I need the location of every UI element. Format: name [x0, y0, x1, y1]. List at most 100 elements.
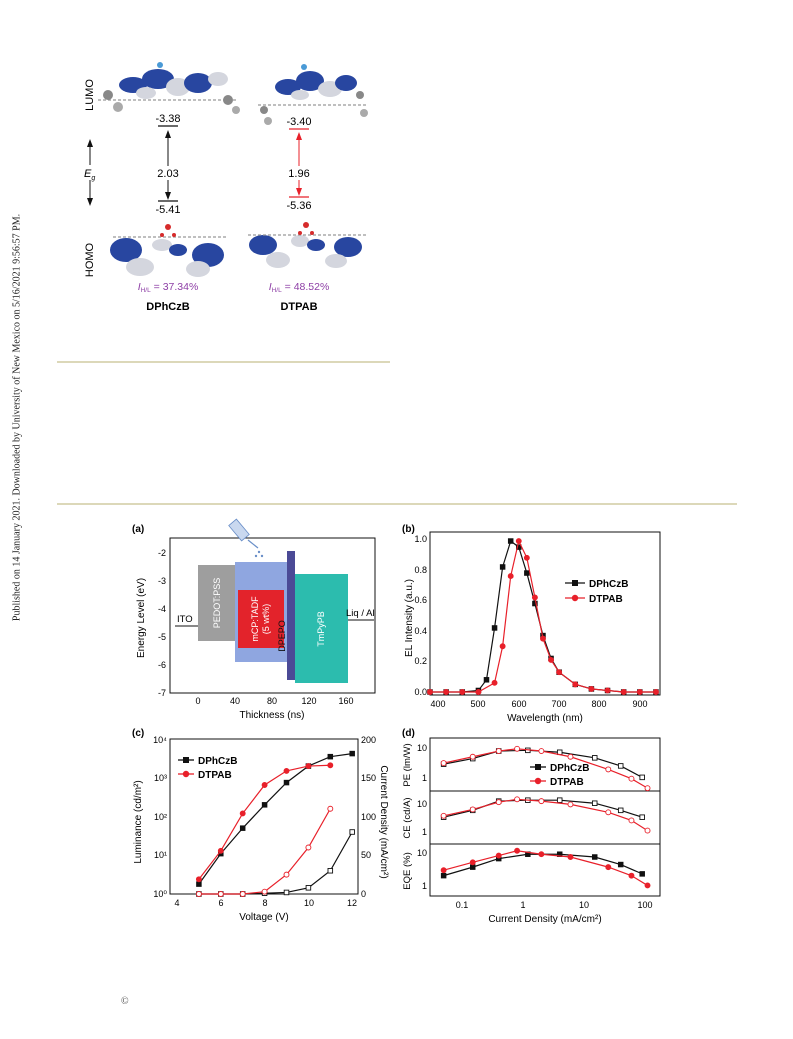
ytick: 1.0	[414, 534, 427, 544]
dtpab-el-point	[475, 689, 482, 695]
dtpab-lumo-value: -3.40	[286, 116, 311, 128]
dphczb-el-point	[491, 625, 498, 631]
dtpab-el-point	[459, 689, 466, 695]
panel-b-legend: DPhCzB DTPAB	[565, 579, 628, 605]
dtpab-el-point	[636, 689, 643, 695]
pedot-layer	[198, 565, 235, 641]
eqe-dtpab-point	[495, 852, 502, 859]
eqe-dtpab-point	[440, 867, 447, 874]
dphczb-homo-orbital	[110, 224, 228, 277]
ce-dphczb-point	[617, 807, 624, 814]
dtpab-el-point	[540, 635, 546, 642]
xtick: 8	[262, 898, 267, 908]
panel-c-xlabel: Voltage (V)	[239, 912, 288, 923]
dtpab-el-point	[620, 689, 627, 695]
dphczb-ihl: IH/L = 37.34%	[138, 281, 199, 294]
ytick: 0	[361, 889, 366, 899]
dtpab-luminance-point	[283, 767, 290, 774]
eqe-dtpab-point	[628, 872, 635, 879]
dtpab-el-point	[531, 594, 538, 601]
panel-b: (b) EL Intensity (a.u.) 0.0 0.2 0.4 0.6 …	[402, 524, 661, 724]
dphczb-gap-bg	[154, 166, 182, 180]
ytick: 10	[417, 848, 427, 858]
dtpab-el-point	[572, 681, 579, 688]
dphczb-name: DPhCzB	[146, 301, 189, 313]
panel-b-xlabel: Wavelength (nm)	[507, 713, 583, 724]
panel-c-yticks-right: 0 50 100 150 200	[361, 735, 376, 899]
panel-c-ylabel-left: Luminance (cd/m²)	[133, 780, 144, 863]
xtick: 400	[430, 699, 445, 709]
legend-dtpab: DTPAB	[589, 594, 623, 605]
eqe-dphczb-point	[639, 871, 645, 877]
panel-b-xticks: 400 500 600 700 800 900	[430, 699, 647, 709]
dtpab-el-point	[499, 643, 506, 650]
ytick: 0.0	[414, 687, 427, 697]
ytick: -2	[158, 548, 166, 558]
dtpab-luminance-point	[261, 782, 268, 788]
dtpab-luminance-point	[217, 847, 224, 854]
xtick: 1	[520, 900, 525, 910]
ce-dtpab-line	[443, 798, 648, 832]
panel-d-xticks: 0.1 1 10 100	[456, 900, 653, 910]
dpepo-layer	[287, 551, 295, 680]
ytick: 10⁰	[153, 889, 167, 899]
dtpab-current-density-point	[195, 891, 202, 897]
dtpab-current-density-point	[217, 891, 224, 897]
xtick: 800	[591, 699, 606, 709]
orbital-figure: LUMO HOMO Eg -3.38 2.03	[84, 62, 368, 313]
dphczb-el-point	[524, 570, 530, 576]
dphczb-current-density-point	[305, 885, 312, 891]
eqe-dtpab-point	[469, 859, 476, 866]
panel-b-frame	[429, 531, 661, 696]
ce-dtpab-point	[514, 796, 521, 803]
ito-label: ITO	[177, 614, 193, 625]
ytick: -4	[158, 604, 166, 614]
panel-a: (a) Energy Level (eV) -2 -3 -4 -5 -6 -7 …	[132, 518, 376, 721]
tmpypb-layer	[295, 574, 348, 683]
panel-a-frame	[169, 537, 376, 694]
pipette-icon	[228, 518, 264, 558]
pe-dtpab-point	[495, 748, 502, 754]
dtpab-current-density-point	[261, 888, 268, 895]
ce-dphczb-point	[639, 814, 645, 820]
xtick: 0	[195, 696, 200, 706]
panel-d: (d) PE (lm/W) CE (cd/A) EQE (%) 10 1 10 …	[402, 728, 661, 925]
dtpab-luminance-point	[239, 810, 246, 817]
dtpab-gap-value: 1.96	[288, 168, 309, 180]
pe-dtpab-point	[469, 753, 476, 760]
dphczb-el-point	[507, 538, 514, 544]
panel-d-ylabel-eqe: EQE (%)	[402, 852, 413, 889]
ce-dphczb-point	[556, 797, 563, 803]
panel-a-label: (a)	[132, 524, 144, 535]
dphczb-gap-arrow-up	[165, 130, 171, 138]
ytick: 0.6	[414, 595, 427, 605]
panel-b-ylabel: EL Intensity (a.u.)	[404, 579, 415, 657]
panel-d-legend: DPhCzB DTPAB	[530, 763, 589, 788]
eqe-dtpab-point	[605, 864, 612, 871]
dtpab-homo-orbital	[248, 222, 368, 268]
copyright-symbol: ©	[121, 996, 129, 1007]
xtick: 10	[304, 898, 314, 908]
xtick: 40	[230, 696, 240, 706]
dtpab-el-point	[491, 679, 498, 686]
dtpab-current-density-point	[283, 871, 290, 878]
ce-dtpab-point	[567, 801, 574, 808]
xtick: 100	[637, 900, 652, 910]
dphczb-el-line	[430, 540, 656, 693]
pe-dtpab-point	[628, 775, 635, 782]
eg-label: Eg	[84, 168, 95, 182]
dphczb-current-density-point	[349, 829, 355, 835]
eqe-dtpab-point	[514, 847, 521, 854]
eqe-dtpab-point	[644, 882, 651, 889]
ce-dtpab-point	[495, 799, 502, 806]
ce-dtpab-point	[440, 812, 447, 819]
dphczb-luminance-point	[261, 802, 268, 808]
ytick: -6	[158, 660, 166, 670]
dtpab-el-point	[507, 573, 514, 580]
legend-dtpab: DTPAB	[198, 770, 232, 781]
dtpab-homo-value: -5.36	[286, 200, 311, 212]
dtpab-el-point	[588, 685, 595, 692]
dphczb-el-point	[532, 600, 538, 607]
liq-label: Liq / Al	[346, 608, 375, 619]
homo-label: HOMO	[84, 242, 96, 277]
